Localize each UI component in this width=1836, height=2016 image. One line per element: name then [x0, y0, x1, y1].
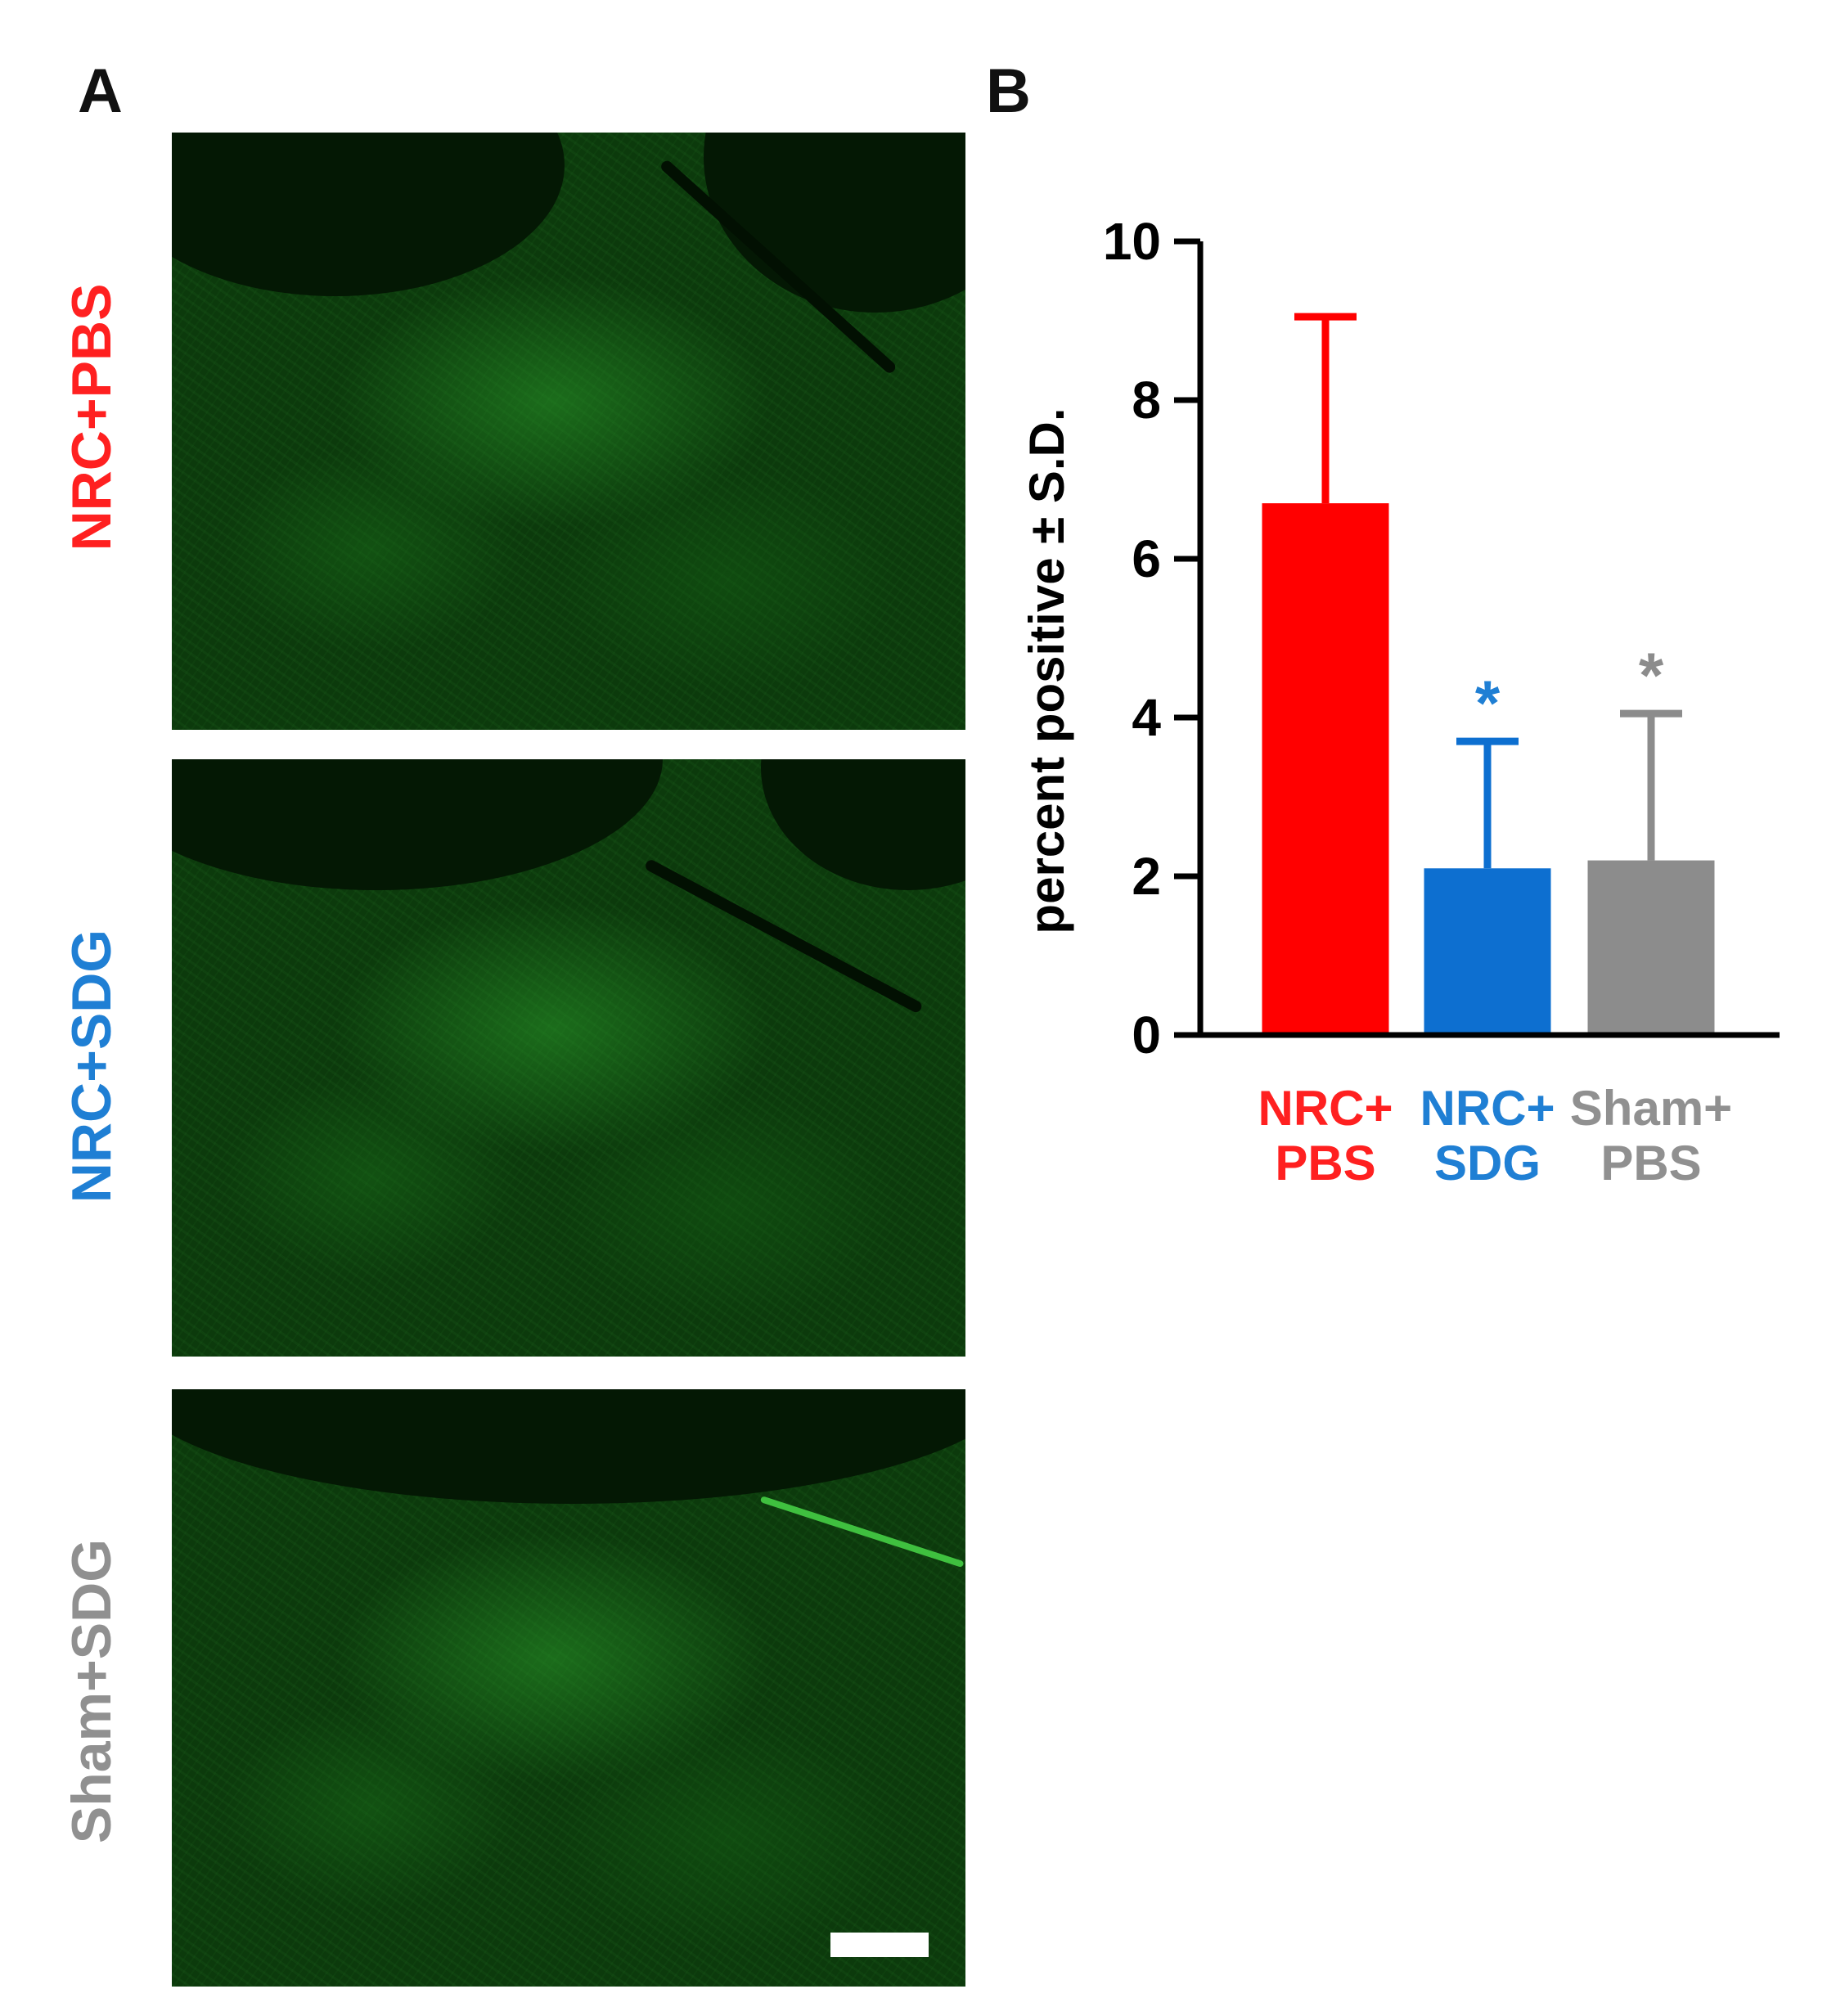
y-tick-label-1: 2 — [1132, 847, 1161, 906]
significance-marker-2: * — [1639, 639, 1664, 711]
y-tick-label-2: 4 — [1132, 688, 1161, 747]
micrograph-nrc-sdg — [172, 759, 965, 1357]
category-label-0-line1: NRC+ — [1258, 1081, 1393, 1136]
bar-2 — [1587, 860, 1715, 1035]
significance-marker-1: * — [1475, 667, 1501, 739]
category-label-1-line1: NRC+ — [1420, 1081, 1555, 1136]
y-tick-label-0: 0 — [1132, 1006, 1161, 1064]
micrograph-nrc-pbs — [172, 133, 965, 730]
category-label-0-line2: PBS — [1275, 1136, 1375, 1190]
panel-b-letter: B — [986, 56, 1031, 126]
bars-layer — [1262, 313, 1715, 1035]
bar-1 — [1424, 868, 1551, 1035]
category-label-2-line1: Sham+ — [1570, 1081, 1732, 1136]
y-tick-label-3: 6 — [1132, 529, 1161, 588]
bar-0 — [1262, 503, 1389, 1035]
panel-a-letter: A — [78, 56, 123, 126]
y-tick-label-5: 10 — [1103, 212, 1161, 271]
category-label-2-line2: PBS — [1600, 1136, 1701, 1190]
scale-bar — [830, 1933, 929, 1957]
y-axis-label: percent positive ± S.D. — [1019, 407, 1074, 934]
category-label-1-line2: SDG — [1434, 1136, 1541, 1190]
axes-layer — [1174, 238, 1780, 1038]
micrograph-sham-sdg — [172, 1389, 965, 1987]
y-tick-label-4: 8 — [1132, 371, 1161, 430]
